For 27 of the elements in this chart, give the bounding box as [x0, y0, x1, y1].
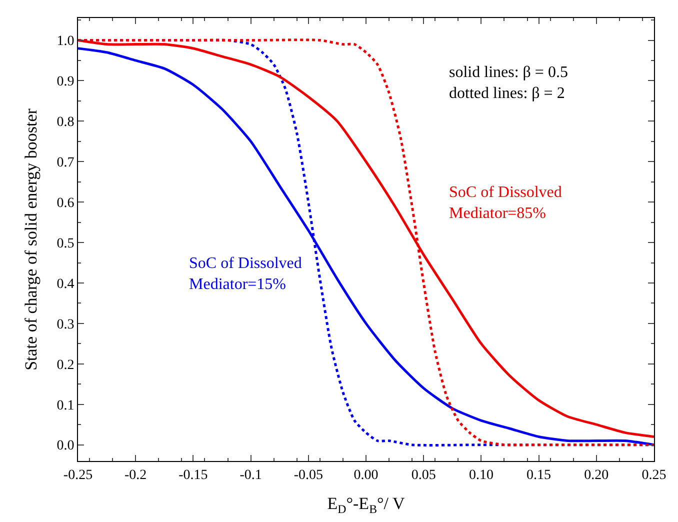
- annotation: SoC of Dissolved Mediator=15%: [189, 255, 302, 293]
- y-tick-label: 0.5: [56, 236, 74, 252]
- x-tick-label: 0.15: [526, 468, 552, 483]
- x-tick-label: -0.2: [124, 468, 147, 483]
- y-tick-label: 0.6: [56, 196, 74, 211]
- x-tick-label: 0.20: [584, 468, 609, 483]
- x-tick-label: -0.05: [294, 468, 323, 483]
- x-tick-label: -0.15: [178, 468, 208, 483]
- x-tick-label: 0.00: [354, 468, 378, 483]
- x-axis-title: E$_{D}$°-E$_{B}$°/ V: [327, 494, 406, 516]
- y-tick-label: 1.0: [56, 34, 74, 50]
- y-tick-label: 0.1: [56, 398, 74, 414]
- annotation: SoC of Dissolved Mediator=85%: [449, 184, 562, 222]
- y-tick-label: 0.0: [56, 438, 74, 454]
- y-tick-label: 0.2: [56, 358, 74, 373]
- y-axis-title: State of charge of solid energy booster: [21, 108, 40, 370]
- x-tick-label: 0.05: [411, 468, 436, 483]
- y-tick-label: 0.8: [56, 115, 74, 130]
- annotation: solid lines: β = 0.5 dotted lines: β = 2: [449, 64, 568, 102]
- y-tick-label: 0.7: [56, 156, 74, 171]
- x-tick-label: -0.1: [240, 468, 262, 483]
- y-tick-label: 0.4: [56, 276, 74, 292]
- x-tick-label: 0.25: [642, 468, 666, 483]
- x-tick-label: 0.10: [468, 468, 494, 483]
- y-tick-label: 0.3: [56, 317, 74, 332]
- y-tick-label: 0.9: [56, 74, 74, 90]
- x-tick-label: -0.25: [63, 468, 93, 483]
